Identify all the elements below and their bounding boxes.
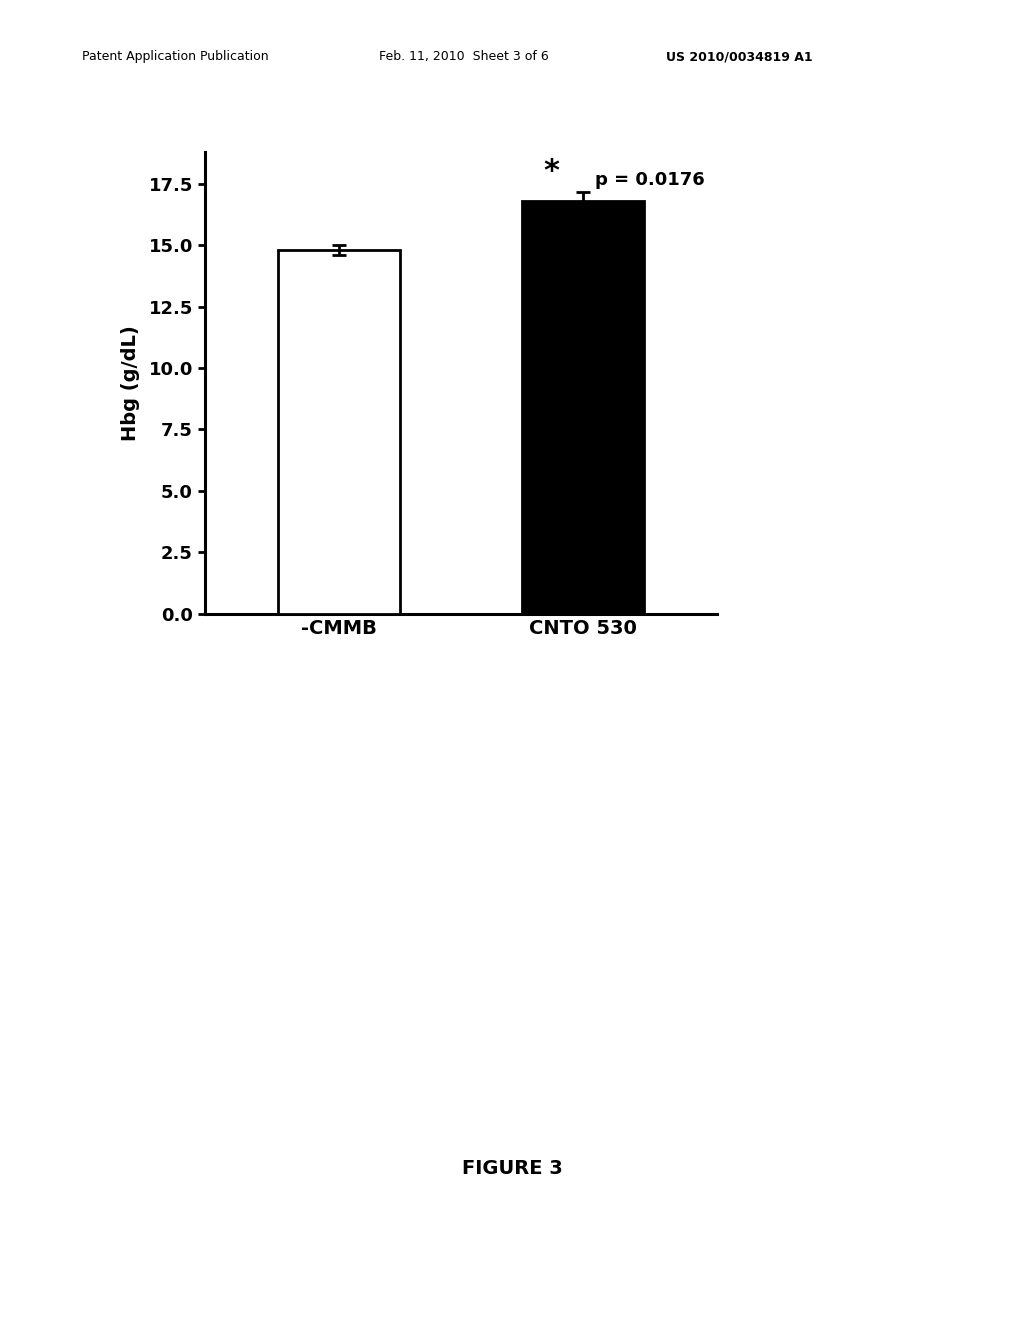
- Text: Feb. 11, 2010  Sheet 3 of 6: Feb. 11, 2010 Sheet 3 of 6: [379, 50, 549, 63]
- Text: Patent Application Publication: Patent Application Publication: [82, 50, 268, 63]
- Text: US 2010/0034819 A1: US 2010/0034819 A1: [666, 50, 812, 63]
- Bar: [278, 249, 399, 614]
- Y-axis label: Hbg (g/dL): Hbg (g/dL): [121, 325, 140, 441]
- Text: *: *: [543, 157, 559, 186]
- Text: p = 0.0176: p = 0.0176: [595, 170, 705, 189]
- Bar: [522, 201, 644, 614]
- Text: FIGURE 3: FIGURE 3: [462, 1159, 562, 1177]
